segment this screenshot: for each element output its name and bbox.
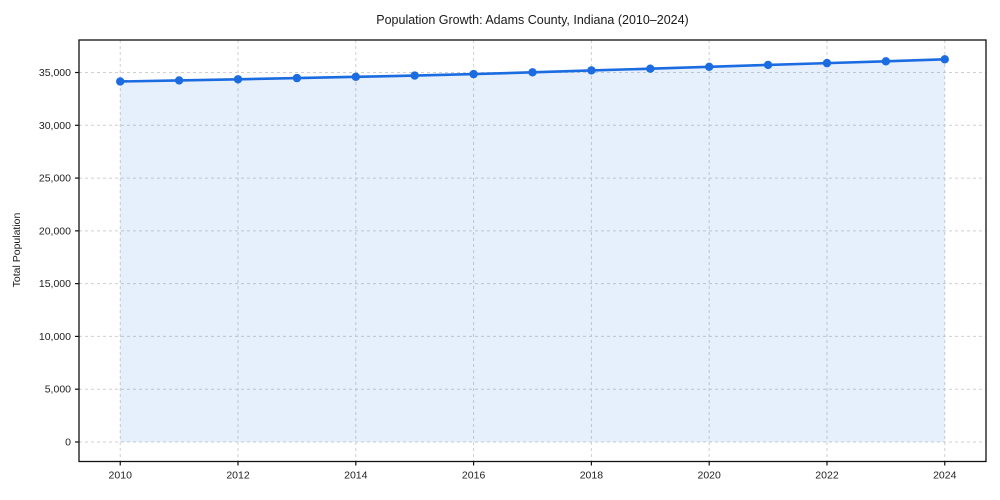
plot-border (78, 39, 987, 463)
data-point-marker (116, 77, 125, 86)
data-point-marker (704, 62, 714, 72)
y-tick-label: 5,000 (45, 384, 71, 396)
x-tick-label: 2018 (580, 470, 604, 482)
x-tick-label: 2020 (698, 470, 722, 482)
data-point-marker (351, 72, 361, 82)
y-tick-label: 35,000 (39, 67, 71, 79)
data-point-marker (646, 64, 655, 73)
data-point-marker (940, 55, 949, 64)
y-tick-label: 10,000 (39, 331, 71, 343)
y-tick-label: 0 (65, 436, 71, 448)
data-point-marker (528, 68, 537, 77)
x-tick-label: 2016 (462, 470, 486, 482)
x-tick-label: 2014 (344, 470, 368, 482)
y-tick-label: 20,000 (39, 225, 71, 237)
area-fill (120, 59, 945, 442)
data-point-marker (233, 75, 243, 84)
chart-title: Population Growth: Adams County, Indiana… (376, 13, 689, 27)
data-point-marker (292, 73, 302, 83)
x-tick-label: 2024 (933, 470, 957, 482)
x-tick-label: 2010 (109, 470, 133, 482)
y-tick-label: 15,000 (39, 278, 71, 290)
data-point-marker (763, 60, 773, 70)
y-tick-label: 25,000 (39, 173, 71, 185)
y-tick-label: 30,000 (39, 120, 71, 132)
data-point-marker (174, 76, 184, 85)
x-tick-label: 2022 (815, 470, 839, 482)
data-point-marker (881, 57, 891, 66)
data-point-marker (587, 66, 596, 75)
data-point-marker (410, 71, 419, 80)
x-tick-label: 2012 (226, 470, 250, 482)
data-point-marker (469, 69, 478, 79)
data-point-marker (822, 58, 832, 68)
